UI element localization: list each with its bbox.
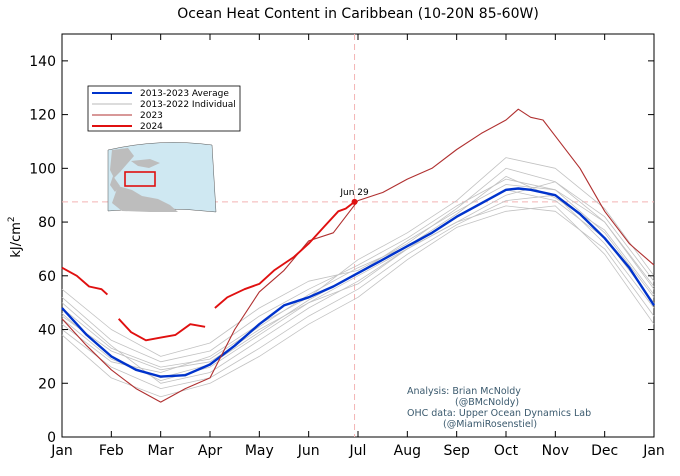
inset-map [107, 142, 217, 213]
x-tick-label: Jan [642, 443, 665, 459]
credits: Analysis: Brian McNoldy (@BMcNoldy) OHC … [407, 386, 591, 430]
series-layer [61, 108, 656, 403]
svg-text:kJ/cm2: kJ/cm2 [7, 216, 24, 257]
x-tick-label: Sep [443, 443, 470, 459]
series-line-individual-12 [61, 175, 655, 368]
credit-data-handle: (@MiamiRosenstiel) [443, 419, 537, 430]
y-tick-label: 20 [38, 376, 56, 392]
x-tick-label: Oct [494, 443, 519, 459]
y-tick-label: 120 [29, 108, 56, 124]
series-line-individual-9 [61, 157, 655, 373]
x-tick-label: Jul [349, 443, 367, 459]
series-line-individual-6 [61, 205, 655, 398]
legend-label-individual: 2013-2022 Individual [140, 100, 236, 110]
reference-lines [62, 34, 654, 437]
y-tick-label: 80 [38, 215, 56, 231]
credit-data: OHC data: Upper Ocean Dynamics Lab [407, 408, 591, 419]
series-line-2013-2023-average [61, 187, 656, 378]
x-tick-label: May [245, 443, 274, 459]
chart-title: Ocean Heat Content in Caribbean (10-20N … [177, 6, 539, 22]
inset-region-box [124, 171, 156, 187]
credit-analysis: Analysis: Brian McNoldy [407, 386, 521, 397]
series-line-individual-10 [61, 205, 655, 384]
series-line-2024-seg-2 [214, 201, 356, 309]
x-tick-label: Jun [297, 443, 320, 459]
y-tick-label: 100 [29, 161, 56, 177]
current-point-marker [351, 198, 358, 205]
y-axis-label: kJ/cm2 [7, 216, 24, 257]
x-tick-label: Dec [591, 443, 618, 459]
y-tick-label: 0 [47, 430, 56, 446]
y-tick-label: 140 [29, 54, 56, 70]
x-tick-label: Jan [50, 443, 73, 459]
series-line-2024-seg-1 [118, 318, 206, 342]
legend: 2013-2023 Average 2013-2022 Individual 2… [87, 85, 241, 132]
y-tick-label: 40 [38, 323, 56, 339]
ticks-layer: 0 20 40 60 80 100 120 140 Jan Feb Mar Apr May Jun Jul A… [29, 34, 665, 459]
legend-label-average: 2013-2023 Average [140, 89, 229, 99]
x-tick-label: Mar [147, 443, 174, 459]
x-tick-label: Nov [542, 443, 569, 459]
x-tick-label: Apr [198, 443, 222, 459]
y-tick-label: 60 [38, 269, 56, 285]
legend-label-2023: 2023 [140, 111, 163, 121]
x-tick-label: Aug [394, 443, 421, 459]
x-tick-label: Feb [99, 443, 124, 459]
marker-layer: Jun 29 [339, 188, 369, 205]
legend-label-2024: 2024 [140, 122, 163, 132]
series-line-individual-7 [61, 167, 655, 357]
credit-analysis-handle: (@BMcNoldy) [455, 397, 519, 408]
series-line-2024-seg-0 [61, 266, 109, 296]
series-line-individual-8 [61, 189, 655, 382]
series-line-2023 [61, 108, 655, 403]
current-point-label: Jun 29 [339, 188, 369, 198]
